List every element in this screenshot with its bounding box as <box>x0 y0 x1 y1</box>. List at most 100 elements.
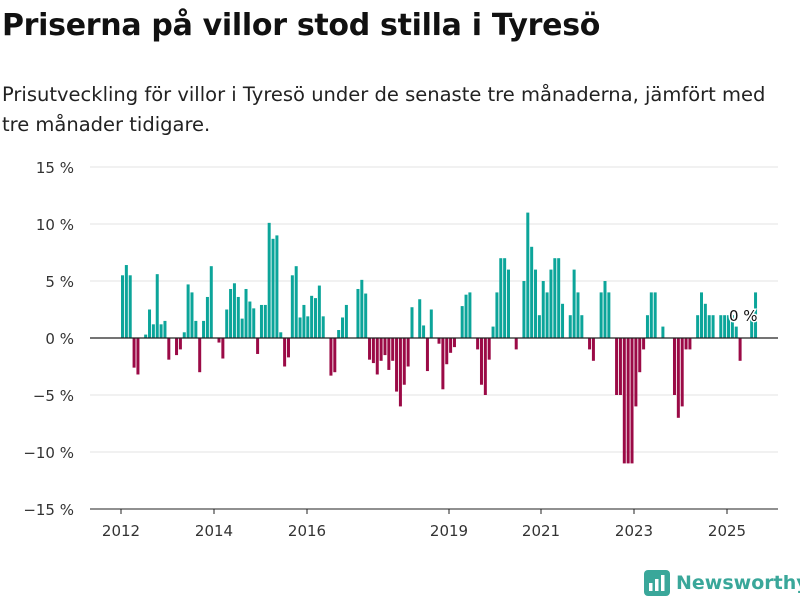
bar <box>723 315 727 338</box>
bar <box>209 266 213 338</box>
bar <box>263 304 267 338</box>
bar <box>155 274 159 338</box>
brand-logo: Newsworthy <box>644 568 800 598</box>
bar <box>259 304 263 338</box>
bar <box>398 338 402 407</box>
bar <box>333 338 337 373</box>
bar <box>229 288 233 338</box>
bar <box>588 338 592 350</box>
bar <box>649 292 653 338</box>
bar <box>545 292 549 338</box>
bar <box>290 275 294 338</box>
bar <box>541 281 545 338</box>
bar <box>479 338 483 385</box>
bar <box>750 315 754 338</box>
bar <box>522 281 526 338</box>
bar <box>568 315 572 338</box>
bar <box>283 338 287 367</box>
x-tick-label: 2014 <box>195 522 233 540</box>
bar <box>121 275 124 338</box>
bar <box>703 303 707 338</box>
bar <box>198 338 202 373</box>
bar <box>638 338 642 373</box>
bar <box>460 306 464 338</box>
bar <box>167 338 171 360</box>
bar <box>368 338 372 360</box>
bar <box>356 288 360 338</box>
bar <box>672 338 676 395</box>
bar <box>491 326 495 338</box>
bar <box>159 324 163 338</box>
x-tick-label: 2021 <box>522 522 560 540</box>
bar <box>727 315 731 338</box>
chart-title: Priserna på villor stod stilla i Tyresö <box>2 8 601 43</box>
y-tick-label: 5 % <box>45 273 74 291</box>
bar <box>684 338 688 350</box>
bar <box>719 315 723 338</box>
bar <box>406 338 410 367</box>
bar <box>445 338 449 365</box>
bar <box>244 288 248 338</box>
bar <box>476 338 480 350</box>
bar <box>337 330 341 338</box>
bar <box>279 332 283 338</box>
bar <box>487 338 491 360</box>
bar <box>275 235 279 338</box>
bar <box>618 338 622 395</box>
bar <box>549 269 553 338</box>
bar <box>537 315 541 338</box>
bar <box>754 292 758 338</box>
bar <box>441 338 445 390</box>
bar <box>507 269 510 338</box>
bar <box>680 338 684 407</box>
bar <box>688 338 692 350</box>
bar <box>696 315 700 338</box>
bar <box>271 238 275 338</box>
bar <box>217 338 221 343</box>
bar <box>730 315 734 338</box>
newsworthy-logo-icon <box>644 570 670 596</box>
bar <box>175 338 179 356</box>
x-tick-label: 2025 <box>708 522 746 540</box>
bar <box>267 222 271 338</box>
bar <box>182 332 186 338</box>
bar <box>202 320 206 338</box>
bar <box>128 275 132 338</box>
bar <box>341 317 345 338</box>
y-axis-labels: 15 % 10 % 5 % 0 % −5 % −10 % −15 % <box>23 159 74 519</box>
bar <box>321 316 325 338</box>
bar <box>317 285 321 338</box>
bar <box>136 338 140 375</box>
last-value-label: 0 % <box>729 307 758 325</box>
bar <box>645 315 649 338</box>
bar <box>391 338 395 361</box>
bar <box>707 315 711 338</box>
bar <box>503 258 507 338</box>
bar <box>310 295 314 338</box>
bar <box>561 303 565 338</box>
bar <box>298 317 302 338</box>
x-tick-label: 2016 <box>288 522 326 540</box>
bar <box>661 326 665 338</box>
chart-subtitle: Prisutveckling för villor i Tyresö under… <box>2 83 766 136</box>
bar <box>364 293 368 338</box>
bar <box>738 338 742 361</box>
bar <box>344 304 348 338</box>
bar <box>306 316 310 338</box>
bar <box>360 279 364 338</box>
bar <box>622 338 626 464</box>
x-tick-label: 2019 <box>430 522 468 540</box>
bar <box>178 338 182 350</box>
bar <box>236 296 240 338</box>
bar <box>580 315 584 338</box>
bar <box>329 338 333 376</box>
bar <box>294 266 298 338</box>
bar <box>314 298 317 338</box>
bar <box>599 292 603 338</box>
bar <box>410 307 414 338</box>
bar <box>221 338 225 359</box>
bar <box>514 338 518 350</box>
bar <box>148 309 152 338</box>
bar <box>534 269 538 338</box>
bar <box>449 338 453 353</box>
